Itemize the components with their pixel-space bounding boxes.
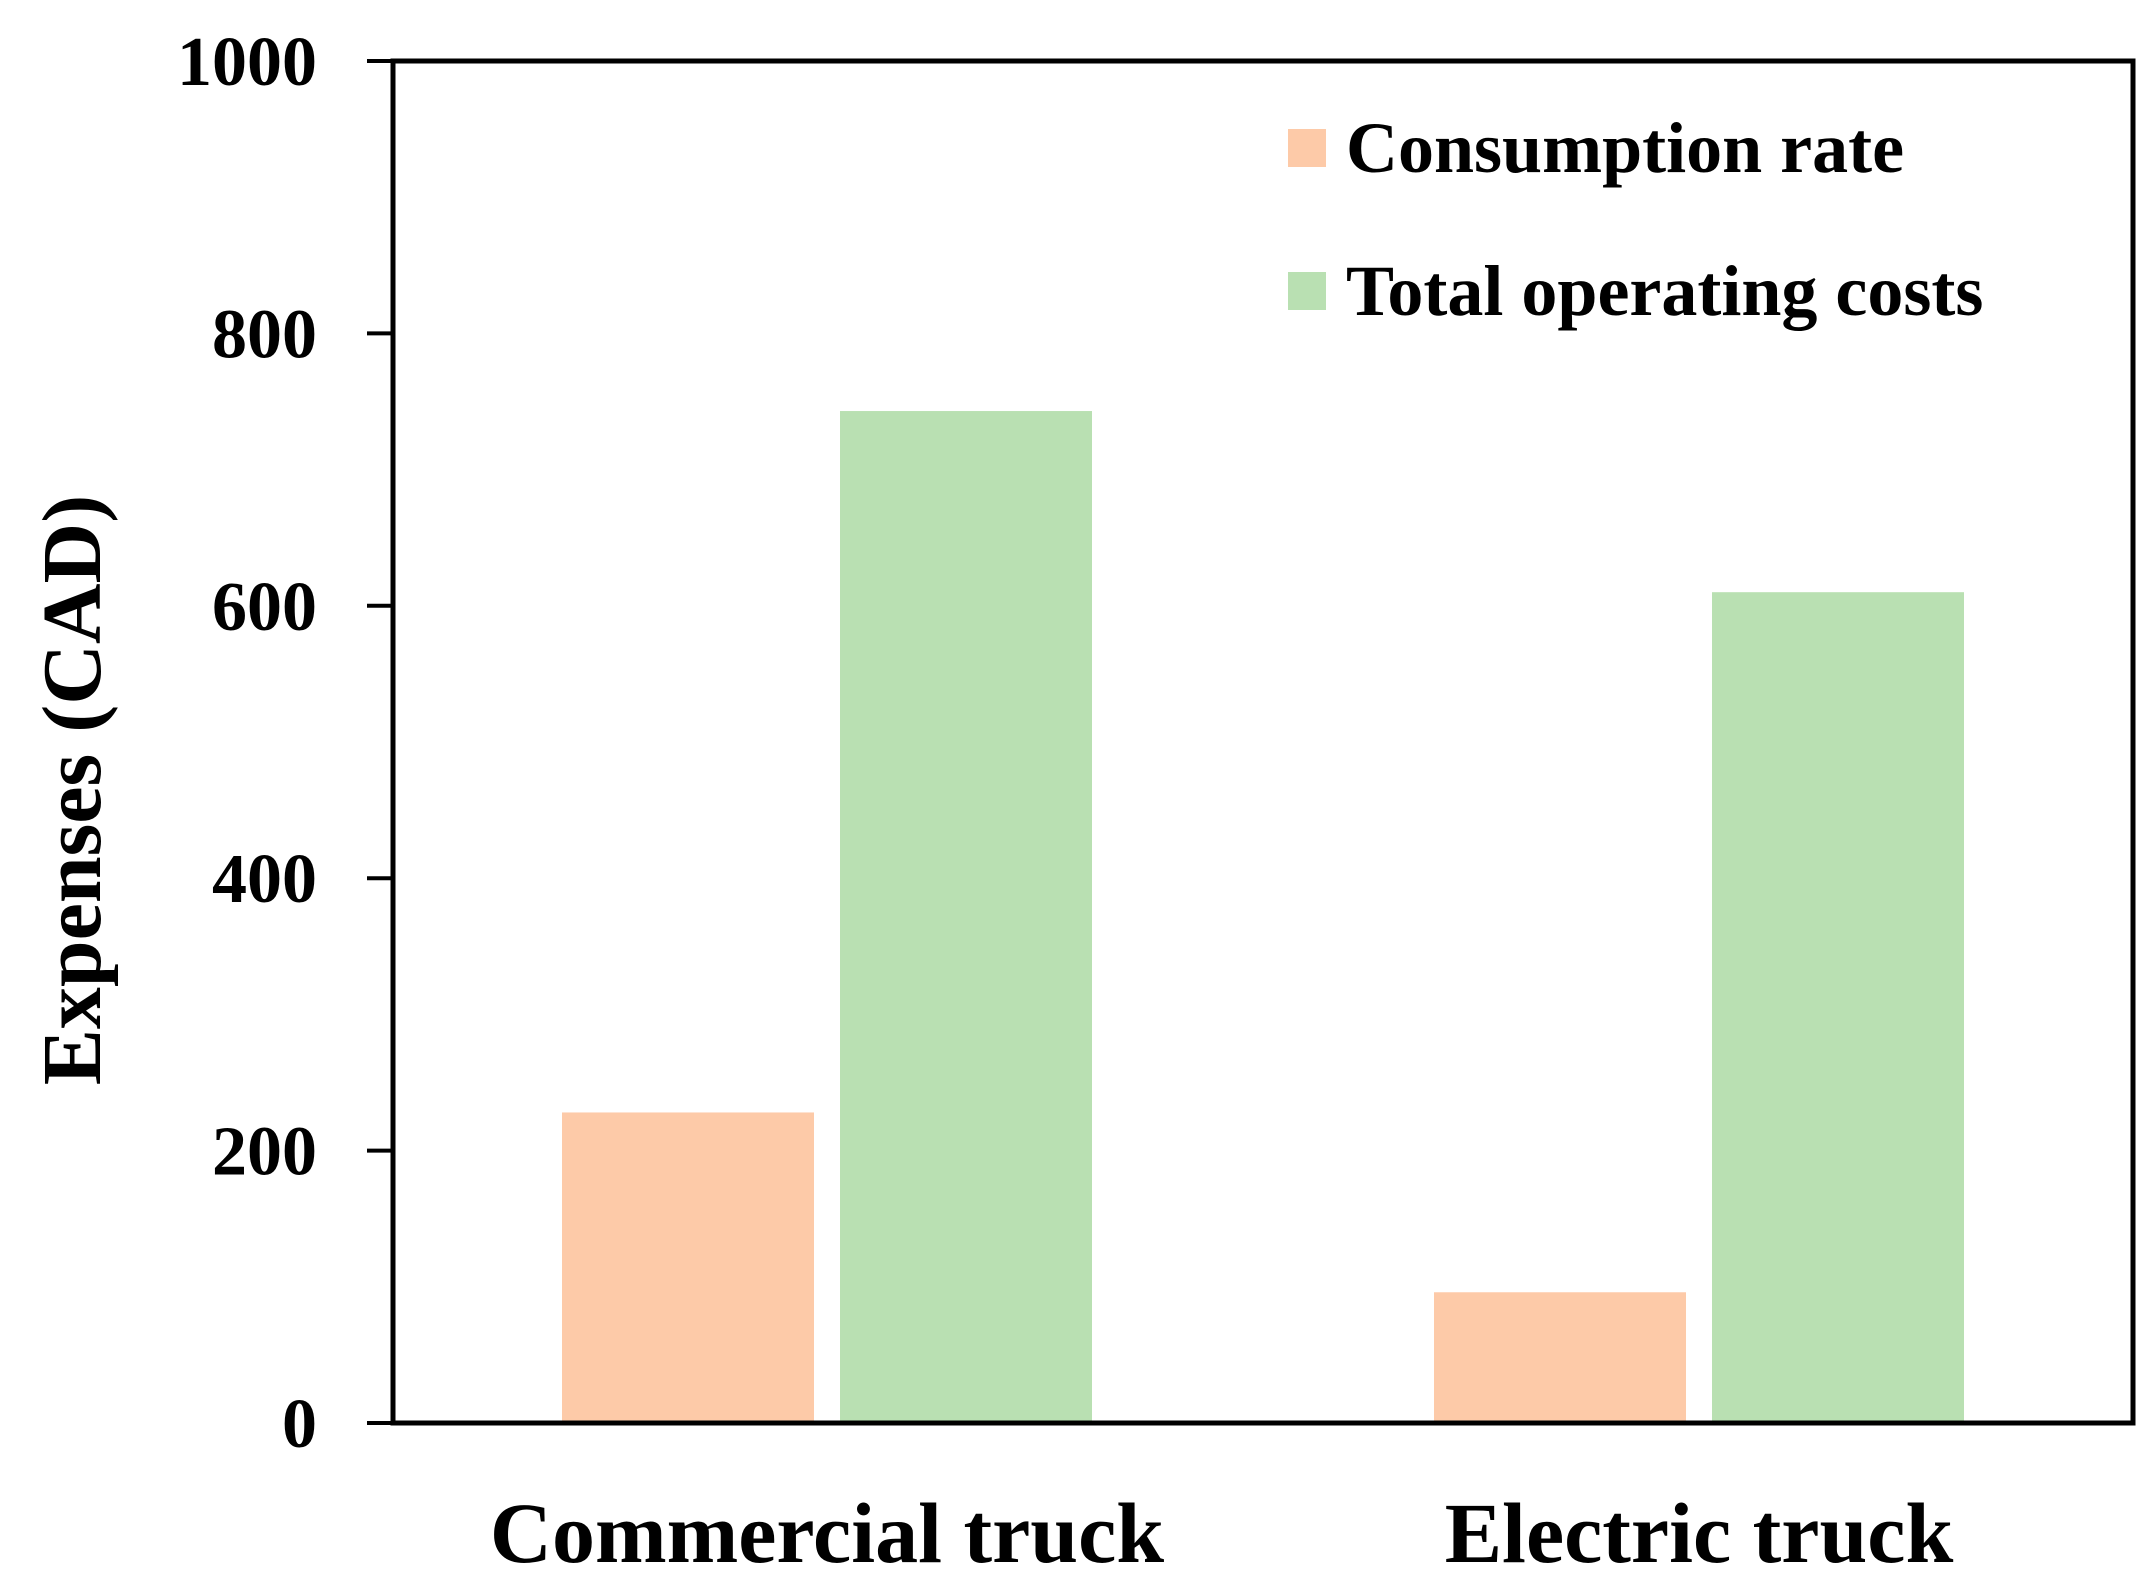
y-tick-label: 400 [212, 841, 317, 918]
legend: Consumption rate Total operating costs [1288, 108, 1983, 331]
plot-frame [390, 58, 2136, 1426]
legend-swatch [1288, 129, 1326, 167]
y-axis-ticks: 0 200 400 600 800 1000 [177, 24, 393, 1463]
y-tick-label: 0 [282, 1386, 317, 1463]
legend-label: Total operating costs [1346, 251, 1983, 331]
bars [562, 411, 1964, 1423]
y-tick-label: 200 [212, 1114, 317, 1191]
y-tick-label: 600 [212, 569, 317, 646]
bar-consumption-rate-electric-truck [1434, 1292, 1686, 1423]
legend-swatch [1288, 272, 1326, 310]
x-category-label: Electric truck [1445, 1485, 1954, 1581]
y-tick-label: 1000 [177, 24, 317, 101]
y-tick-label: 800 [212, 296, 317, 373]
bar-total-operating-costs-electric-truck [1712, 592, 1964, 1423]
bar-consumption-rate-commercial-truck [562, 1112, 814, 1423]
x-category-label: Commercial truck [490, 1485, 1164, 1581]
x-axis-category-labels: Commercial truck Electric truck [490, 1485, 1954, 1581]
legend-label: Consumption rate [1346, 108, 1904, 188]
y-axis-title: Expenses (CAD) [26, 495, 119, 1085]
bar-total-operating-costs-commercial-truck [840, 411, 1092, 1423]
